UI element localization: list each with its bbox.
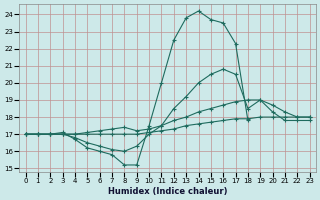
X-axis label: Humidex (Indice chaleur): Humidex (Indice chaleur) — [108, 187, 228, 196]
